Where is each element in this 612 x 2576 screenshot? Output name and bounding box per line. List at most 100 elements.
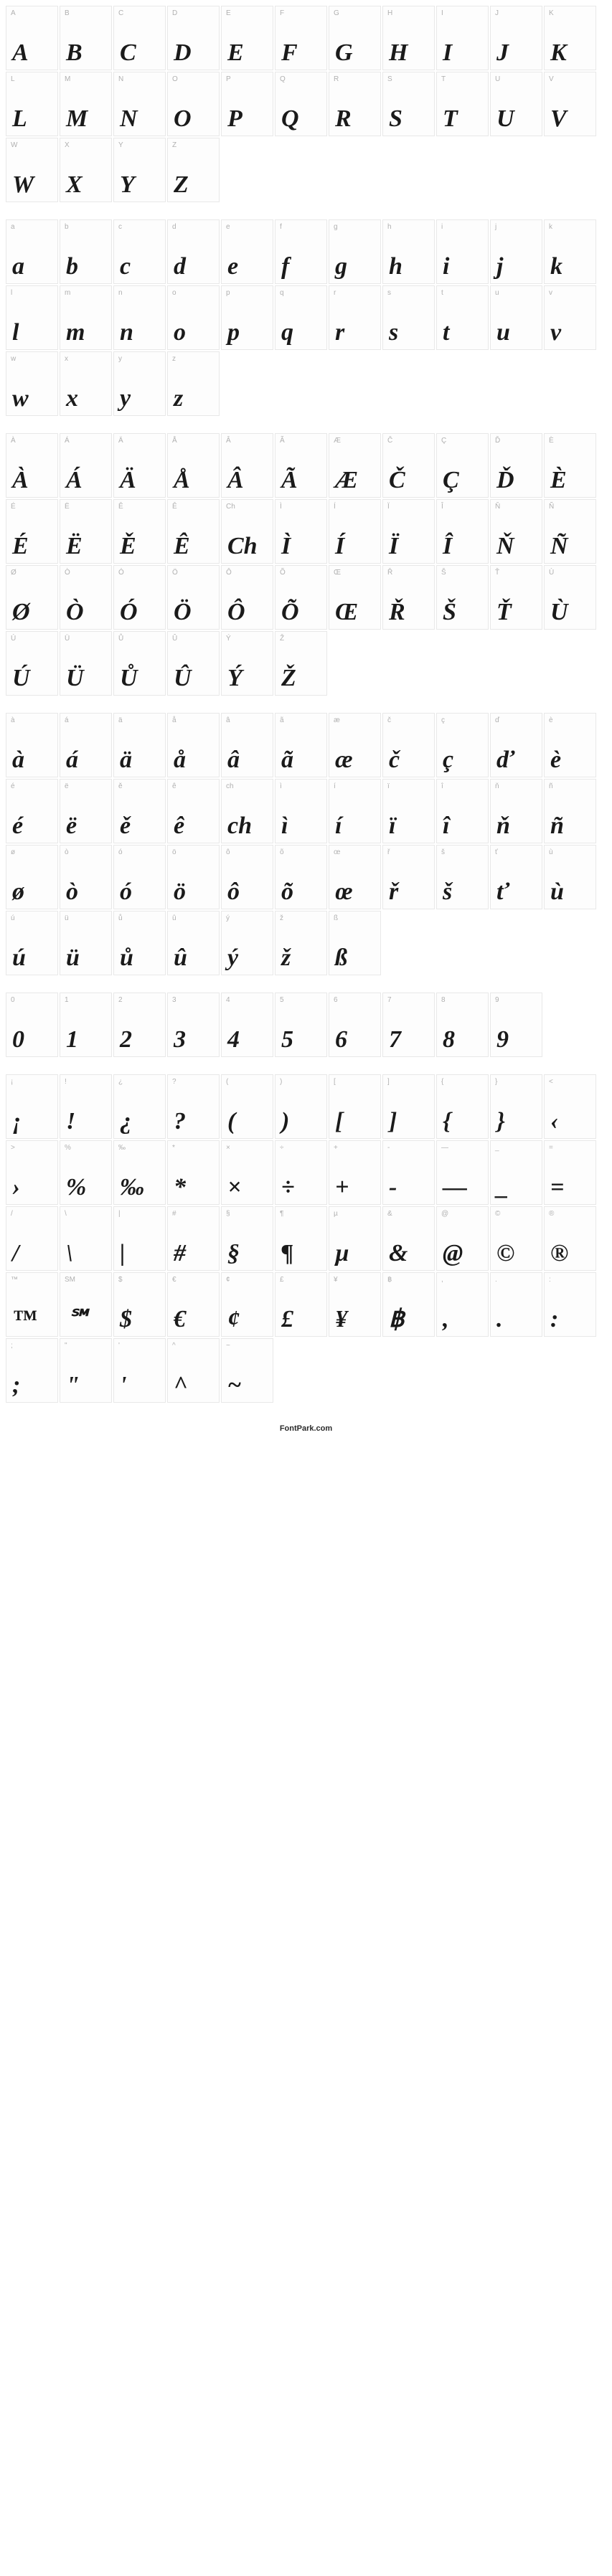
glyph-char: í [335, 814, 342, 838]
glyph-label: " [65, 1342, 67, 1350]
glyph-cell: õõ [275, 845, 327, 909]
glyph-char: € [174, 1307, 186, 1332]
glyph-label: Œ [334, 569, 341, 577]
glyph-char: ® [550, 1241, 568, 1266]
glyph-label: a [11, 223, 15, 231]
glyph-char: Ů [120, 666, 138, 691]
glyph-label: ï [387, 782, 390, 790]
glyph-label: d [172, 223, 176, 231]
glyph-label: ç [441, 716, 445, 724]
glyph-char: ť [496, 880, 509, 904]
glyph-cell: ChCh [221, 499, 273, 564]
glyph-label: Ç [441, 437, 446, 445]
glyph-cell: ÔÔ [221, 565, 273, 630]
glyph-cell: GG [329, 6, 381, 70]
glyph-cell: ww [6, 351, 58, 416]
glyph-cell: $$ [113, 1272, 166, 1337]
glyph-char: ç [443, 748, 453, 772]
glyph-label: Ó [118, 569, 124, 577]
glyph-char: D [174, 41, 192, 65]
glyph-cell: gg [329, 219, 381, 284]
glyph-label: č [387, 716, 391, 724]
glyph-cell: ÈÈ [544, 433, 596, 498]
glyph-label: 1 [65, 996, 69, 1004]
glyph-char: F [281, 41, 298, 65]
glyph-char: ( [227, 1109, 235, 1134]
glyph-char: š [443, 880, 452, 904]
glyph-cell: ßß [329, 911, 381, 975]
glyph-label: SM [65, 1276, 75, 1284]
glyph-char: T [443, 107, 458, 131]
glyph-cell: EE [221, 6, 273, 70]
glyph-label: ď [495, 716, 499, 724]
glyph-char: I [443, 41, 452, 65]
glyph-char: Å [174, 468, 190, 493]
glyph-char: l [12, 321, 19, 345]
glyph-label: 4 [226, 996, 230, 1004]
glyph-char: k [550, 255, 562, 279]
glyph-label: © [495, 1210, 500, 1218]
glyph-cell: ææ [329, 713, 381, 777]
glyph-cell: ‰‰ [113, 1140, 166, 1205]
glyph-cell: ## [167, 1206, 220, 1271]
glyph-cell: xx [60, 351, 112, 416]
glyph-char: Ú [12, 666, 30, 691]
glyph-char: À [12, 468, 29, 493]
glyph-cell: @@ [436, 1206, 489, 1271]
glyph-char: Ë [66, 534, 83, 559]
glyph-cell: ~~ [221, 1338, 273, 1403]
glyph-char: Ý [227, 666, 243, 691]
glyph-label: Ï [387, 503, 390, 511]
glyph-cell: mm [60, 285, 112, 350]
glyph-cell: hh [382, 219, 435, 284]
glyph-char: 6 [335, 1028, 347, 1052]
glyph-char: ß [335, 946, 347, 970]
glyph-char: › [12, 1175, 20, 1200]
glyph-label: á [65, 716, 69, 724]
glyph-label: P [226, 75, 231, 83]
glyph-cell: ** [167, 1140, 220, 1205]
glyph-label: í [334, 782, 336, 790]
glyph-label: å [172, 716, 176, 724]
glyph-char: Æ [335, 468, 358, 493]
glyph-char: U [496, 107, 514, 131]
glyph-label: Ù [549, 569, 554, 577]
glyph-cell: PP [221, 72, 273, 136]
glyph-label: Š [441, 569, 446, 577]
glyph-char: b [66, 255, 78, 279]
glyph-label: œ [334, 848, 340, 856]
glyph-char: Ť [496, 600, 512, 625]
glyph-cell: šš [436, 845, 489, 909]
glyph-cell: ++ [329, 1140, 381, 1205]
glyph-label: æ [334, 716, 340, 724]
glyph-char: v [550, 321, 561, 345]
glyph-label: 8 [441, 996, 446, 1004]
glyph-cell: ÆÆ [329, 433, 381, 498]
glyph-char: m [66, 321, 85, 345]
glyph-char: ä [120, 748, 132, 772]
glyph-label: ň [495, 782, 499, 790]
glyph-cell: ©© [490, 1206, 542, 1271]
glyph-cell: ÀÀ [6, 433, 58, 498]
glyph-cell: :: [544, 1272, 596, 1337]
glyph-cell: ×× [221, 1140, 273, 1205]
glyph-cell: öö [167, 845, 220, 909]
glyph-cell: bb [60, 219, 112, 284]
glyph-char: Ç [443, 468, 459, 493]
glyph-label: Ü [65, 635, 70, 643]
glyph-label: 5 [280, 996, 284, 1004]
glyph-cell: ÒÒ [60, 565, 112, 630]
glyph-char: u [496, 321, 510, 345]
glyph-char: Z [174, 173, 189, 197]
glyph-label: % [65, 1144, 71, 1152]
glyph-char: s [389, 321, 398, 345]
glyph-cell: (( [221, 1074, 273, 1139]
glyph-cell: ^^ [167, 1338, 220, 1403]
glyph-cell: €€ [167, 1272, 220, 1337]
glyph-char: £ [281, 1307, 293, 1332]
glyph-char: Ã [281, 468, 298, 493]
glyph-cell: [[ [329, 1074, 381, 1139]
glyph-cell: TT [436, 72, 489, 136]
glyph-char: ] [389, 1109, 397, 1134]
glyph-cell: 33 [167, 993, 220, 1057]
